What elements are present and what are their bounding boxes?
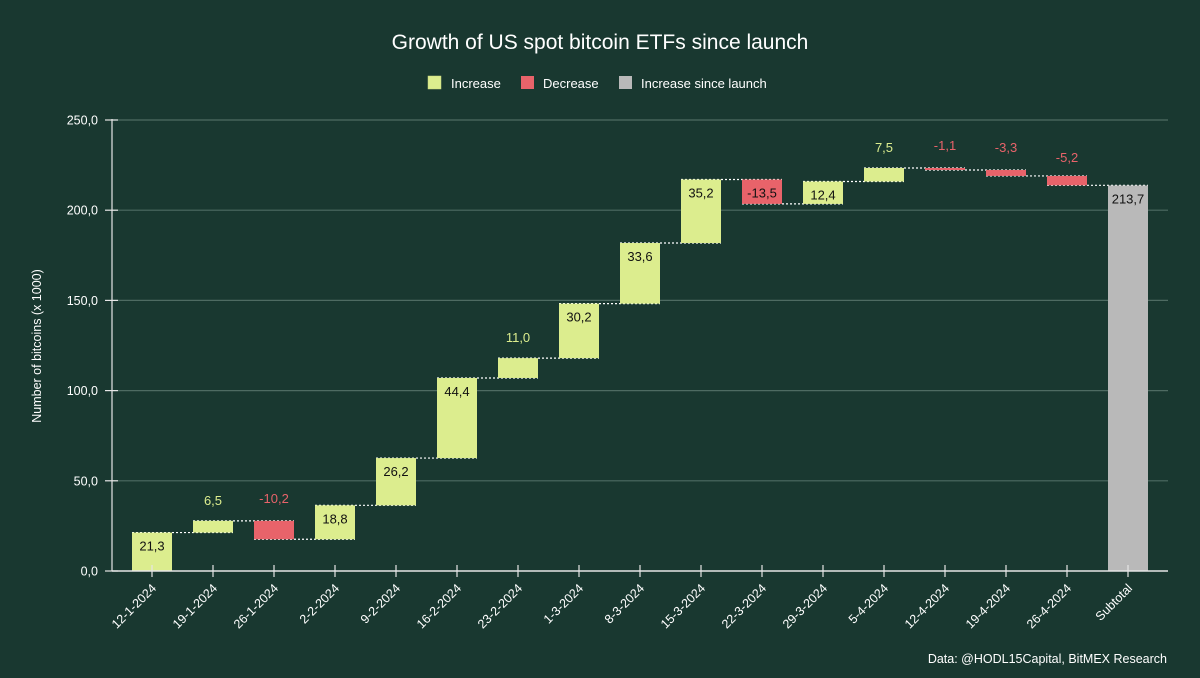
bar-subtotal — [1108, 185, 1148, 571]
x-tick-label: 9-2-2024 — [358, 581, 403, 626]
bar-value-label: 213,7 — [1112, 191, 1145, 206]
bar-increase — [193, 520, 233, 533]
y-tick-label: 100,0 — [67, 384, 98, 398]
connectors — [132, 167, 1148, 540]
bar-value-label: 26,2 — [383, 464, 408, 479]
bar-labels: 21,3 6,5 -10,2 18,8 26,2 44,4 11,0 30,2 33,6 35,2… — [139, 138, 1144, 554]
y-tick-label: 150,0 — [67, 294, 98, 308]
legend: Increase Decrease Increase since launch — [427, 75, 767, 91]
x-tick-label: 26-1-2024 — [231, 581, 281, 631]
bar-value-label: 18,8 — [322, 511, 347, 526]
x-tick-label: 12-1-2024 — [109, 581, 159, 631]
x-tick-label: 8-3-2024 — [602, 581, 647, 626]
bar-increase — [132, 532, 172, 571]
legend-swatch-increase — [427, 75, 442, 90]
bar-value-label: 44,4 — [444, 384, 469, 399]
x-tick-label: 5-4-2024 — [846, 581, 891, 626]
bar-decrease — [925, 167, 965, 170]
chart-title: Growth of US spot bitcoin ETFs since lau… — [392, 31, 809, 54]
bar-increase — [376, 458, 416, 506]
x-tick-label: 23-2-2024 — [475, 581, 525, 631]
x-tick-label: 19-4-2024 — [963, 581, 1013, 631]
bar-increase — [864, 167, 904, 182]
x-tick-label: 12-4-2024 — [902, 581, 952, 631]
legend-label-increase-since-launch: Increase since launch — [641, 76, 767, 91]
bar-value-label: 30,2 — [566, 310, 591, 325]
legend-label-increase: Increase — [451, 76, 501, 91]
bar-value-label: 11,0 — [506, 330, 530, 345]
x-axis: 12-1-2024 19-1-2024 26-1-2024 2-2-2024 9-2-2… — [109, 565, 1168, 631]
bar-value-label: -13,5 — [747, 186, 777, 201]
y-axis: 0,0 50,0 100,0 150,0 200,0 250,0 — [67, 114, 118, 579]
bar-increase — [681, 179, 721, 244]
bar-value-label: 7,5 — [875, 140, 893, 155]
x-tick-label: 19-1-2024 — [170, 581, 220, 631]
x-tick-label: 22-3-2024 — [719, 581, 769, 631]
y-tick-label: 250,0 — [67, 114, 98, 128]
bar-value-label: 12,4 — [810, 188, 835, 203]
x-tick-label: 16-2-2024 — [414, 581, 464, 631]
bar-decrease — [1047, 175, 1087, 186]
x-tick-label: 29-3-2024 — [780, 581, 830, 631]
bar-increase — [620, 243, 660, 304]
x-tick-label: 26-4-2024 — [1024, 581, 1074, 631]
x-tick-label: Subtotal — [1093, 581, 1135, 623]
bar-value-label: -1,1 — [934, 138, 956, 153]
y-tick-label: 200,0 — [67, 204, 98, 218]
source-note: Data: @HODL15Capital, BitMEX Research — [928, 652, 1167, 666]
bar-increase — [498, 358, 538, 378]
bar-decrease — [986, 169, 1026, 176]
bar-decrease — [742, 179, 782, 204]
bar-value-label: 33,6 — [627, 249, 652, 264]
legend-swatch-increase-since-launch — [619, 76, 632, 89]
x-tick-label: 2-2-2024 — [297, 581, 342, 626]
y-tick-label: 0,0 — [81, 565, 98, 579]
x-tick-label: 1-3-2024 — [541, 581, 586, 626]
bar-increase — [437, 377, 477, 459]
legend-label-decrease: Decrease — [543, 76, 599, 91]
bar-value-label: 6,5 — [204, 493, 222, 508]
x-tick-label: 15-3-2024 — [658, 581, 708, 631]
bars — [132, 167, 1148, 571]
bar-value-label: 35,2 — [688, 186, 713, 201]
bar-decrease — [254, 520, 294, 540]
bar-value-label: -3,3 — [995, 140, 1017, 155]
bar-increase — [315, 505, 355, 540]
bar-value-label: 21,3 — [139, 539, 164, 554]
bar-increase — [559, 303, 599, 359]
bar-value-label: -5,2 — [1056, 150, 1078, 165]
legend-swatch-decrease — [521, 76, 534, 89]
y-tick-label: 50,0 — [74, 474, 98, 488]
bar-increase — [803, 181, 843, 204]
bar-value-label: -10,2 — [259, 491, 289, 506]
y-axis-title: Number of bitcoins (x 1000) — [30, 269, 44, 423]
